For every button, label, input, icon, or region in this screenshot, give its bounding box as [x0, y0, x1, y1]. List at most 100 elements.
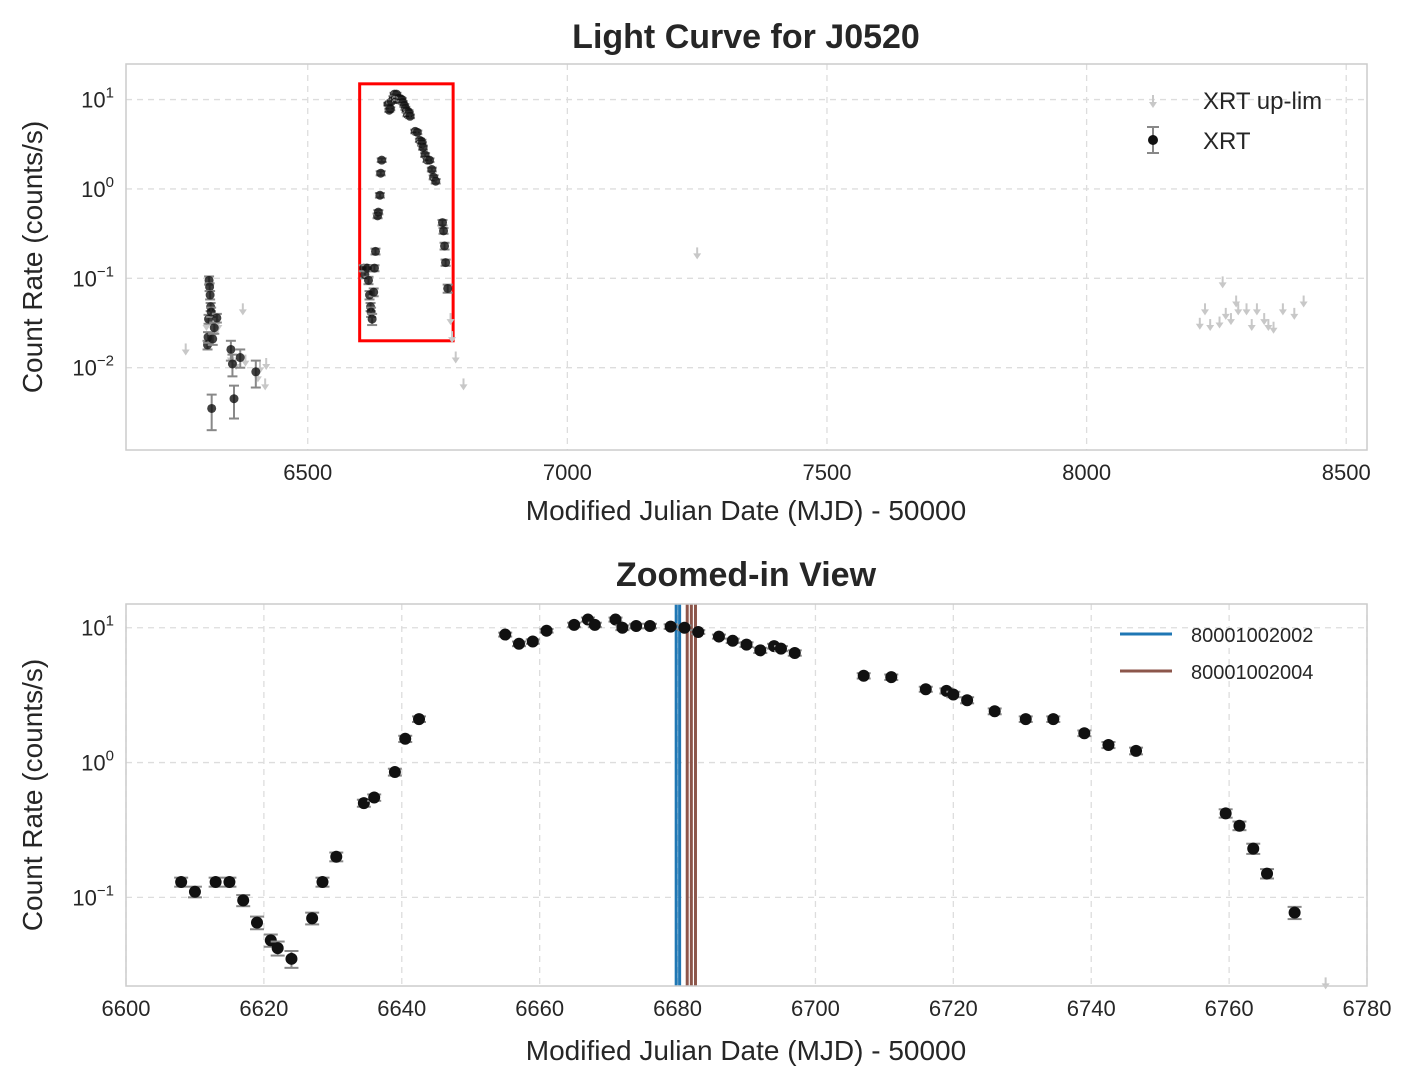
data-marker	[207, 403, 217, 413]
observation-lines	[674, 604, 697, 986]
y-tick-label: 101	[81, 85, 114, 113]
upper-limit-arrow	[1290, 313, 1299, 320]
plot-area	[181, 82, 1308, 432]
upper-limit-marker	[1206, 319, 1215, 332]
x-tick-label: 6640	[377, 996, 426, 1021]
data-point	[236, 894, 251, 908]
data-point	[787, 646, 802, 659]
data-marker	[373, 207, 383, 217]
data-marker	[369, 263, 379, 273]
data-marker	[271, 942, 284, 955]
upper-limit-marker	[451, 351, 460, 364]
x-tick-label: 6700	[791, 996, 840, 1021]
data-point	[250, 359, 261, 389]
data-marker	[237, 894, 250, 907]
data-marker	[609, 613, 622, 626]
data-marker	[377, 155, 387, 165]
data-point	[677, 621, 692, 634]
x-tick-label: 6720	[929, 996, 978, 1021]
data-point	[222, 875, 237, 888]
data-point	[373, 207, 384, 217]
data-point	[1218, 807, 1233, 820]
upper-limit-arrow	[446, 319, 455, 326]
x-tick-label: 8500	[1322, 460, 1371, 485]
data-point	[368, 287, 379, 298]
data-point	[725, 634, 740, 647]
data-point	[739, 638, 754, 651]
data-marker	[1247, 842, 1260, 855]
upper-limit-marker	[1218, 276, 1227, 289]
data-marker	[229, 394, 239, 404]
data-point	[370, 246, 381, 256]
data-point	[418, 143, 429, 153]
upper-limit-marker	[1221, 307, 1230, 320]
data-marker	[316, 875, 329, 888]
upper-limit-arrow	[202, 325, 211, 332]
data-marker	[788, 646, 801, 659]
data-marker	[370, 246, 380, 256]
data-marker	[251, 367, 261, 377]
data-marker	[399, 732, 412, 745]
data-point	[1287, 905, 1302, 921]
data-marker	[588, 618, 601, 631]
data-marker	[1261, 867, 1274, 880]
data-point	[1260, 867, 1275, 880]
x-axis-label: Modified Julian Date (MJD) - 50000	[526, 1035, 966, 1066]
data-point	[884, 671, 899, 684]
data-point	[270, 940, 285, 957]
axes-frame	[125, 603, 1368, 987]
upper-limit-marker	[1234, 303, 1243, 316]
upper-limit-arrow	[261, 384, 270, 391]
data-marker	[988, 705, 1001, 718]
y-tick-label: 10−2	[72, 353, 114, 381]
data-marker	[418, 143, 428, 153]
upper-limit-arrow	[1215, 322, 1224, 329]
data-point	[208, 875, 223, 888]
upper-limit-arrow	[459, 384, 468, 391]
upper-limit-arrow	[1195, 323, 1204, 330]
chart-title: Zoomed-in View	[616, 556, 877, 594]
data-marker	[857, 669, 870, 682]
upper-limit-marker	[1299, 295, 1308, 308]
data-marker	[405, 111, 415, 121]
data-point	[356, 797, 371, 810]
data-marker	[285, 952, 298, 965]
upper-limit-arrow	[1264, 325, 1273, 332]
zoomed-chart: Zoomed-in View 6600 6620 6640 6660 6680 6700 6…	[17, 556, 1391, 1066]
upper-limit-arrow	[1252, 309, 1261, 316]
light-curve-chart: Light Curve for J0520 6500 7000 7500 8000 85…	[17, 18, 1371, 526]
upper-limit-arrow	[181, 349, 190, 356]
upper-limit-arrow	[1226, 319, 1235, 326]
legend-xrt-marker	[1147, 126, 1159, 154]
data-point	[987, 705, 1002, 718]
data-point	[363, 275, 374, 286]
data-marker	[885, 671, 898, 684]
data-marker	[630, 620, 643, 633]
upper-limit-arrow	[1278, 309, 1287, 316]
upper-limit-marker	[238, 303, 247, 316]
data-marker	[740, 638, 753, 651]
data-point	[587, 618, 602, 631]
axes-frame	[125, 63, 1368, 451]
x-tick-label: 6600	[102, 996, 151, 1021]
legend-label-80001002002: 80001002002	[1191, 625, 1313, 647]
data-point	[856, 669, 871, 682]
data-point	[329, 850, 344, 863]
data-point	[525, 635, 540, 648]
data-marker	[175, 875, 188, 888]
data-point	[691, 625, 706, 638]
upper-limit-marker	[446, 313, 455, 326]
upper-limit-arrow	[1206, 325, 1215, 332]
data-marker	[443, 283, 453, 293]
upper-limit-marker	[448, 331, 457, 344]
data-marker	[754, 644, 767, 657]
data-marker	[1019, 713, 1032, 726]
data-point	[615, 621, 630, 634]
x-axis-ticks: 6600 6620 6640 6660 6680 6700 6720 6740 6760 6780	[102, 996, 1392, 1021]
data-marker	[439, 226, 449, 236]
data-marker	[919, 683, 932, 696]
data-point	[235, 348, 246, 369]
data-point	[663, 620, 678, 633]
legend-label-80001002004: 80001002004	[1191, 662, 1313, 684]
